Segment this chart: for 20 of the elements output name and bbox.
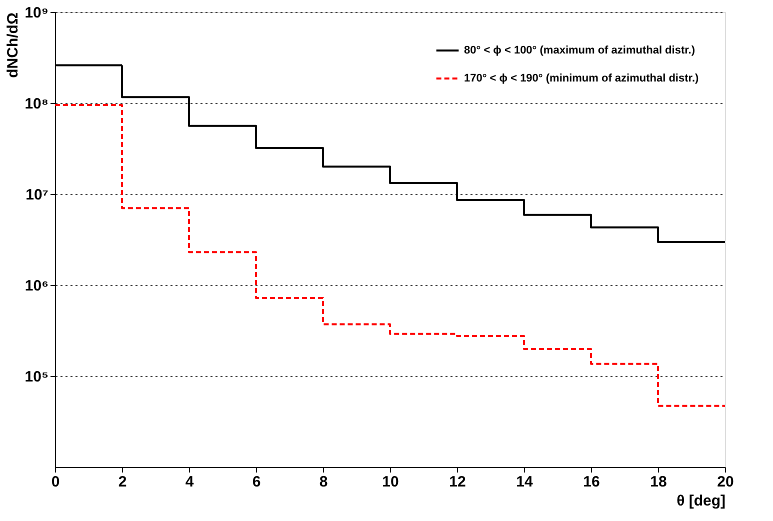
y-tick-label: 10⁸	[24, 96, 48, 112]
y-axis-title: dNCh/dΩ	[4, 12, 22, 78]
x-tick-label: 14	[516, 474, 534, 490]
legend-label: 170° < ϕ < 190° (minimum of azimuthal distr.)	[464, 72, 699, 84]
x-tick-label: 6	[252, 474, 261, 490]
y-tick-label: 10⁹	[24, 4, 48, 22]
x-tick-label: 18	[650, 474, 667, 490]
x-tick-label: 2	[118, 474, 127, 490]
x-tick-label: 20	[717, 474, 734, 490]
x-axis-title: θ [deg]	[676, 492, 726, 510]
x-tick-label: 16	[583, 474, 600, 490]
y-tick-label: 10⁷	[26, 186, 48, 204]
x-tick-label: 8	[319, 474, 328, 490]
x-tick-label: 0	[51, 474, 60, 490]
legend-label: 80° < ϕ < 100° (maximum of azimuthal distr.)	[464, 44, 696, 56]
x-tick-label: 10	[382, 474, 399, 490]
y-tick-label: 10⁶	[24, 278, 48, 294]
x-tick-label: 4	[185, 474, 194, 490]
y-tick-label: 10⁵	[24, 368, 48, 386]
x-tick-label: 12	[449, 474, 466, 490]
